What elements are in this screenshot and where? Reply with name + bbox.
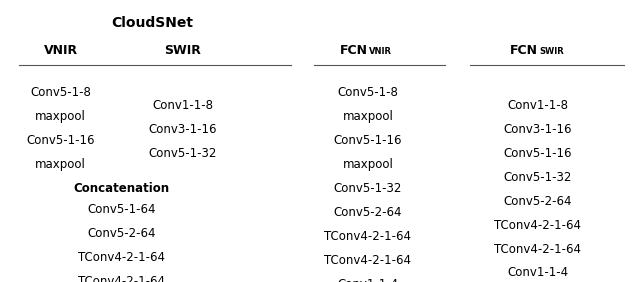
Text: CloudSNet: CloudSNet	[111, 16, 193, 30]
Text: Concatenation: Concatenation	[74, 182, 170, 195]
Text: TConv4-2-1-64: TConv4-2-1-64	[78, 251, 165, 264]
Text: Conv5-2-64: Conv5-2-64	[333, 206, 403, 219]
Text: Conv1-1-8: Conv1-1-8	[507, 99, 568, 112]
Text: Conv5-1-16: Conv5-1-16	[503, 147, 572, 160]
Text: maxpool: maxpool	[35, 110, 86, 123]
Text: VNIR: VNIR	[369, 47, 392, 56]
Text: TConv4-2-1-64: TConv4-2-1-64	[324, 254, 412, 267]
Text: TConv4-2-1-64: TConv4-2-1-64	[494, 219, 581, 232]
Text: FCN: FCN	[509, 44, 538, 57]
Text: Conv3-1-16: Conv3-1-16	[148, 123, 217, 136]
Text: Conv3-1-16: Conv3-1-16	[503, 123, 572, 136]
Text: Conv1-1-4: Conv1-1-4	[507, 266, 568, 279]
Text: Conv5-1-32: Conv5-1-32	[504, 171, 572, 184]
Text: Conv5-1-16: Conv5-1-16	[333, 134, 403, 147]
Text: Conv5-1-64: Conv5-1-64	[87, 203, 156, 216]
Text: Conv5-2-64: Conv5-2-64	[87, 227, 156, 240]
Text: TConv4-2-1-64: TConv4-2-1-64	[78, 275, 165, 282]
Text: maxpool: maxpool	[342, 110, 394, 123]
Text: Conv5-1-32: Conv5-1-32	[334, 182, 402, 195]
Text: TConv4-2-1-64: TConv4-2-1-64	[324, 230, 412, 243]
Text: Conv5-1-8: Conv5-1-8	[337, 86, 399, 99]
Text: TConv4-2-1-64: TConv4-2-1-64	[494, 243, 581, 255]
Text: SWIR: SWIR	[539, 47, 564, 56]
Text: maxpool: maxpool	[342, 158, 394, 171]
Text: Conv5-1-8: Conv5-1-8	[30, 86, 92, 99]
Text: Conv1-1-4: Conv1-1-4	[337, 278, 399, 282]
Text: SWIR: SWIR	[164, 44, 201, 57]
Text: Conv5-1-16: Conv5-1-16	[26, 134, 95, 147]
Text: Conv5-2-64: Conv5-2-64	[503, 195, 572, 208]
Text: Conv5-1-32: Conv5-1-32	[148, 147, 216, 160]
Text: FCN: FCN	[340, 44, 368, 57]
Text: VNIR: VNIR	[44, 44, 78, 57]
Text: Conv1-1-8: Conv1-1-8	[152, 99, 213, 112]
Text: maxpool: maxpool	[35, 158, 86, 171]
